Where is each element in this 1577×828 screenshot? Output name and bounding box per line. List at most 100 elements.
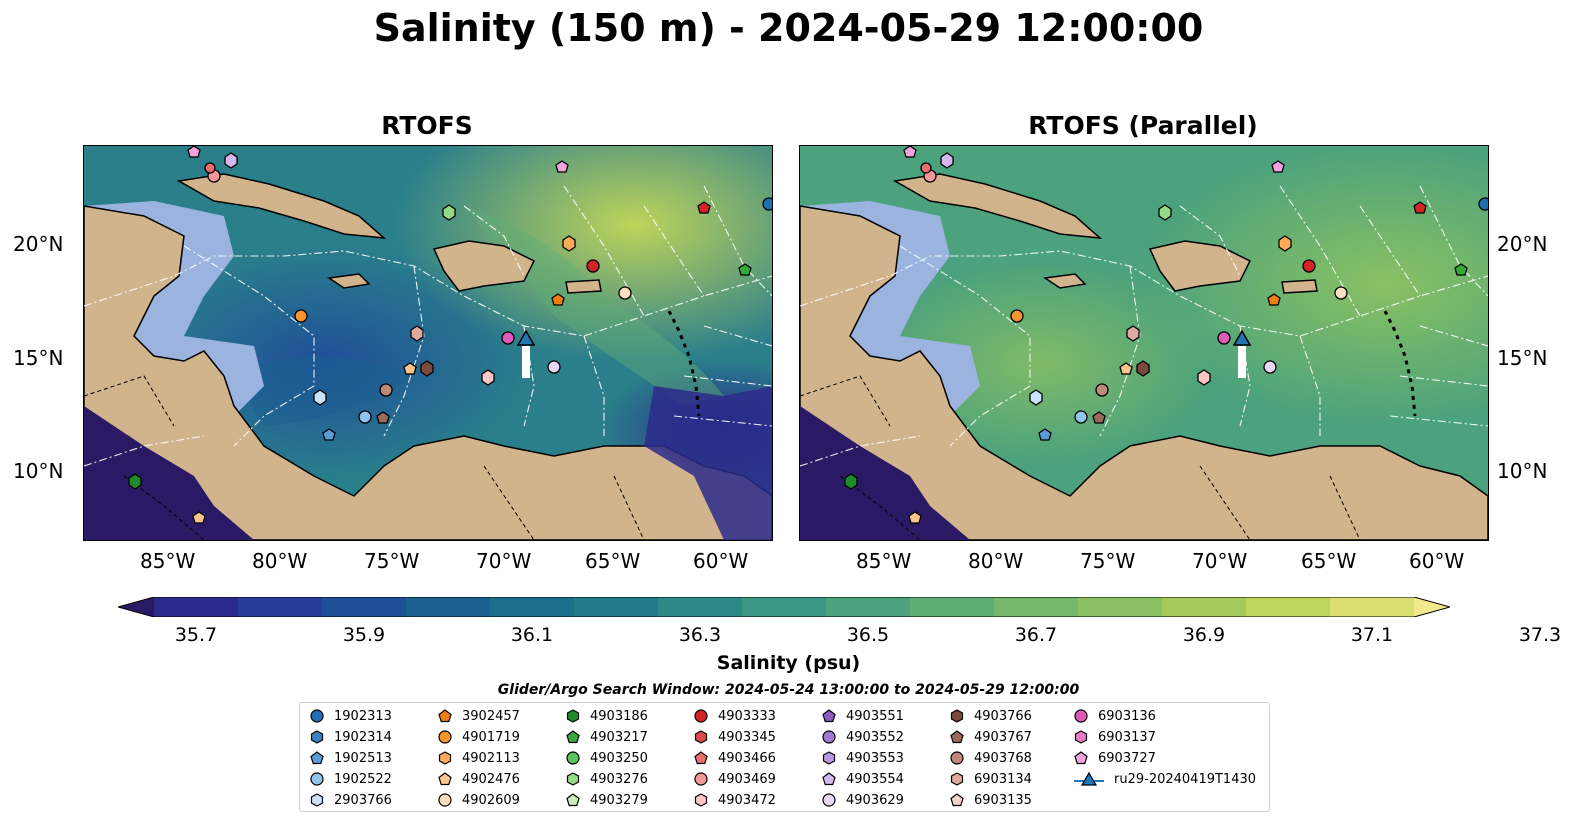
colorbar-segment — [574, 597, 659, 617]
legend-item-label: 4903552 — [846, 729, 904, 745]
figure-title: Salinity (150 m) - 2024-05-29 12:00:00 — [373, 6, 1204, 50]
x-tick-label: 80°W — [968, 549, 1024, 573]
colorbar-tick-label: 36.3 — [678, 624, 722, 646]
y-tick-label: 10°N — [13, 459, 64, 483]
colorbar-segment — [658, 597, 743, 617]
legend-item-label: 4903767 — [974, 729, 1032, 745]
legend-item-label: 4901719 — [462, 729, 520, 745]
legend-item: 4903766 — [950, 707, 1032, 725]
pentagon-marker-icon — [438, 709, 452, 723]
legend-item: 4903768 — [950, 749, 1032, 767]
legend-item-label: 4902609 — [462, 792, 520, 808]
legend-item-label: ru29-20240419T1430 — [1114, 771, 1257, 787]
colorbar-graphic — [116, 596, 1452, 618]
circle-marker-icon — [822, 793, 836, 807]
legend-item-label: 4903629 — [846, 792, 904, 808]
x-tick-label: 65°W — [1301, 549, 1357, 573]
legend-item-label: 4903466 — [718, 750, 776, 766]
legend-item-label: 4903333 — [718, 708, 776, 724]
legend-item: 4901719 — [438, 728, 520, 746]
colorbar-label: Salinity (psu) — [716, 652, 861, 674]
pentagon-marker-icon — [694, 751, 708, 765]
circle-marker-icon — [1074, 709, 1088, 723]
legend-item-label: 3902457 — [462, 708, 520, 724]
legend-item: 4903217 — [566, 728, 648, 746]
colorbar-tick-label: 36.9 — [1182, 624, 1226, 646]
colorbar-tick-label: 37.1 — [1350, 624, 1394, 646]
legend-item: 4903472 — [694, 791, 776, 809]
pentagon-marker-icon — [566, 793, 580, 807]
legend-item-label: 4903472 — [718, 792, 776, 808]
colorbar-tick-label: 36.5 — [846, 624, 890, 646]
legend-item: 6903135 — [950, 791, 1032, 809]
legend-item: 4903551 — [822, 707, 904, 725]
pentagon-marker-icon — [566, 730, 580, 744]
hexagon-marker-icon — [950, 709, 964, 723]
circle-marker-icon — [438, 730, 452, 744]
pentagon-marker-icon — [310, 751, 324, 765]
legend-item-label: 4903276 — [590, 771, 648, 787]
colorbar-tick-label: 37.3 — [1518, 624, 1562, 646]
y-tick-label: 10°N — [1497, 459, 1548, 483]
colorbar-segment — [406, 597, 491, 617]
legend-item: 4903552 — [822, 728, 904, 746]
hexagon-marker-icon — [438, 751, 452, 765]
legend-item-label: 6903135 — [974, 792, 1032, 808]
legend-item: 4902113 — [438, 749, 520, 767]
legend-item: 6903727 — [1074, 749, 1156, 767]
pentagon-marker-icon — [950, 730, 964, 744]
x-tick-label: 70°W — [476, 549, 532, 573]
pentagon-marker-icon — [822, 709, 836, 723]
glider-track-icon — [1074, 771, 1104, 786]
colorbar-segment — [1246, 597, 1331, 617]
legend-item-label: 4903250 — [590, 750, 648, 766]
legend-item-label: 4903217 — [590, 729, 648, 745]
legend-title: Glider/Argo Search Window: 2024-05-24 13… — [497, 682, 1080, 698]
panel-title-rtofs-parallel: RTOFS (Parallel) — [1028, 111, 1258, 140]
x-tick-label: 85°W — [140, 549, 196, 573]
hexagon-marker-icon — [694, 730, 708, 744]
legend-item: 4902609 — [438, 791, 520, 809]
legend: 1902313 1902314 1902513 1902522 2903766 39024… — [299, 702, 1270, 812]
legend-item: 1902314 — [310, 728, 392, 746]
colorbar-segment — [490, 597, 575, 617]
y-tick-label: 15°N — [1497, 346, 1548, 370]
legend-item: ru29-20240419T1430 — [1074, 770, 1256, 788]
map-rtofs-parallel — [799, 145, 1489, 541]
x-tick-label: 60°W — [1409, 549, 1465, 573]
colorbar-extend-max — [1414, 597, 1450, 617]
legend-item: 6903137 — [1074, 728, 1156, 746]
panel-title-rtofs: RTOFS — [381, 111, 473, 140]
legend-item: 4903553 — [822, 749, 904, 767]
legend-item: 4902476 — [438, 770, 520, 788]
pentagon-marker-icon — [950, 793, 964, 807]
legend-item: 4903345 — [694, 728, 776, 746]
hexagon-marker-icon — [566, 772, 580, 786]
circle-marker-icon — [950, 751, 964, 765]
legend-item-label: 2903766 — [334, 792, 392, 808]
colorbar-extend-min — [118, 597, 154, 617]
legend-item-label: 4903768 — [974, 750, 1032, 766]
circle-marker-icon — [310, 709, 324, 723]
colorbar-tick-label: 36.1 — [510, 624, 554, 646]
x-tick-label: 70°W — [1192, 549, 1248, 573]
legend-item: 4903279 — [566, 791, 648, 809]
colorbar-segment — [826, 597, 911, 617]
pentagon-marker-icon — [822, 772, 836, 786]
pentagon-marker-icon — [438, 772, 452, 786]
colorbar-segment — [742, 597, 827, 617]
legend-item: 6903136 — [1074, 707, 1156, 725]
legend-item: 1902313 — [310, 707, 392, 725]
colorbar-segment — [154, 597, 239, 617]
legend-item-label: 1902313 — [334, 708, 392, 724]
legend-item: 4903250 — [566, 749, 648, 767]
colorbar-segment — [910, 597, 995, 617]
map-rtofs — [83, 145, 773, 541]
x-tick-label: 75°W — [1080, 549, 1136, 573]
colorbar-segment — [322, 597, 407, 617]
legend-item-label: 4903279 — [590, 792, 648, 808]
legend-item: 4903333 — [694, 707, 776, 725]
colorbar-segment — [994, 597, 1079, 617]
colorbar-tick-label: 35.7 — [174, 624, 218, 646]
circle-marker-icon — [694, 709, 708, 723]
